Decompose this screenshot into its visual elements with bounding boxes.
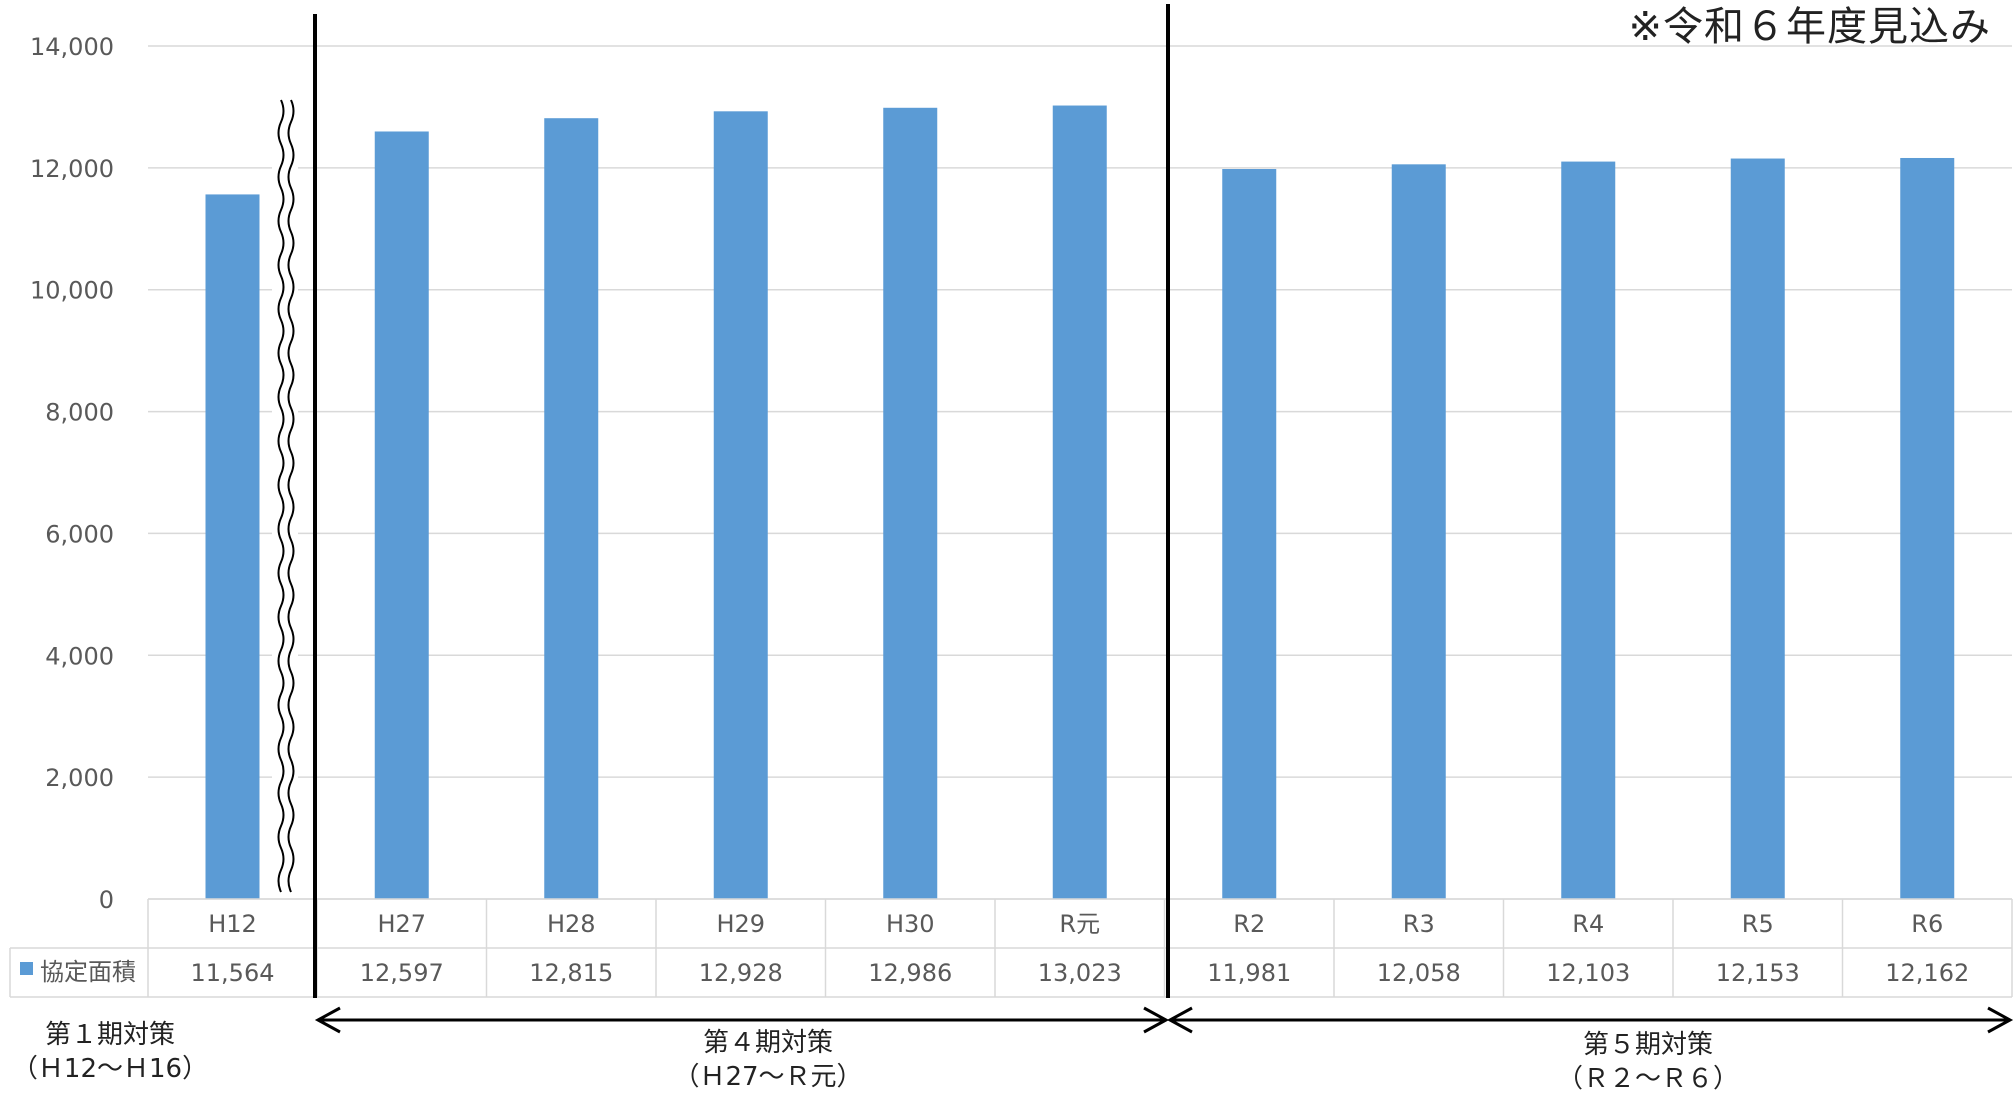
- y-tick-label: 4,000: [45, 642, 114, 670]
- y-axis-ticks: 0 2,000 4,000 6,000 8,000 10,000 12,000 14,000: [30, 33, 114, 914]
- legend-label: 協定面積: [40, 958, 136, 986]
- y-tick-label: 6,000: [45, 520, 114, 548]
- bar: [1052, 105, 1107, 899]
- bar: [544, 118, 599, 899]
- break-gap: [272, 98, 298, 894]
- x-tick-label: H12: [208, 910, 257, 938]
- x-tick-label: R6: [1911, 910, 1943, 938]
- period-4-label: 第４期対策 （Ｈ27～Ｒ元）: [618, 1026, 918, 1094]
- period-arrows: [314, 1006, 2014, 1034]
- data-label: 12,103: [1546, 959, 1630, 987]
- x-tick-label: H28: [547, 910, 596, 938]
- forecast-note: ※令和６年度見込み: [1628, 4, 1991, 50]
- arrow-head-left: [314, 1006, 341, 1034]
- bar: [1391, 164, 1446, 899]
- period-1-name: 第１期対策: [44, 1020, 175, 1050]
- period-1-label: 第１期対策 （Ｈ12～Ｈ16）: [10, 1018, 210, 1086]
- bar: [374, 131, 429, 899]
- break-line: [287, 99, 295, 893]
- period-5-name: 第５期対策: [1582, 1030, 1713, 1060]
- data-label: 12,986: [868, 959, 952, 987]
- period-dividers: [313, 4, 1170, 998]
- period-1-range: （Ｈ12～Ｈ16）: [11, 1054, 209, 1084]
- break-line: [277, 99, 285, 893]
- x-tick-label: H29: [716, 910, 765, 938]
- data-label: 12,162: [1885, 959, 1969, 987]
- y-tick-label: 10,000: [30, 277, 114, 305]
- period-5-range: （Ｒ２～Ｒ６）: [1556, 1064, 1739, 1094]
- arrow-head-right: [1987, 1006, 2014, 1034]
- y-tick-label: 14,000: [30, 33, 114, 61]
- data-table: 協定面積 H12 11,564 H27 12,597 H28 12,815 H29 12,928…: [9, 898, 2013, 998]
- data-label: 12,153: [1716, 959, 1800, 987]
- data-label: 12,928: [699, 959, 783, 987]
- y-tick-label: 2,000: [45, 764, 114, 792]
- period-5-label: 第５期対策 （Ｒ２～Ｒ６）: [1498, 1028, 1798, 1096]
- legend-swatch: [20, 962, 33, 975]
- period-arrow: [314, 1006, 1170, 1034]
- bar: [1561, 161, 1616, 900]
- data-label: 11,981: [1207, 959, 1291, 987]
- x-tick-label: R4: [1572, 910, 1604, 938]
- period-arrow: [1166, 1006, 2014, 1034]
- data-label: 12,597: [360, 959, 444, 987]
- data-label: 12,815: [529, 959, 613, 987]
- bar: [1730, 158, 1785, 900]
- data-label: 11,564: [191, 959, 275, 987]
- arrow-head-left: [1166, 1006, 1193, 1034]
- y-tick-label: 0: [99, 886, 114, 914]
- bar: [1900, 157, 1955, 900]
- bar: [205, 194, 260, 899]
- x-tick-label: R元: [1059, 910, 1100, 938]
- y-tick-label: 8,000: [45, 399, 114, 427]
- bar: [1222, 169, 1277, 900]
- bars: [205, 105, 1955, 900]
- period-4-range: （Ｈ27～Ｒ元）: [673, 1062, 863, 1092]
- axis-break-mark: [272, 98, 298, 894]
- x-tick-label: R5: [1742, 910, 1774, 938]
- bar: [713, 111, 768, 899]
- x-tick-label: R3: [1403, 910, 1435, 938]
- period-4-name: 第４期対策: [702, 1028, 833, 1058]
- x-tick-label: H27: [377, 910, 426, 938]
- data-label: 12,058: [1377, 959, 1461, 987]
- arrow-head-right: [1143, 1006, 1170, 1034]
- x-tick-label: R2: [1233, 910, 1265, 938]
- x-tick-label: H30: [886, 910, 935, 938]
- bar: [883, 107, 938, 900]
- data-label: 13,023: [1038, 959, 1122, 987]
- y-tick-label: 12,000: [30, 155, 114, 183]
